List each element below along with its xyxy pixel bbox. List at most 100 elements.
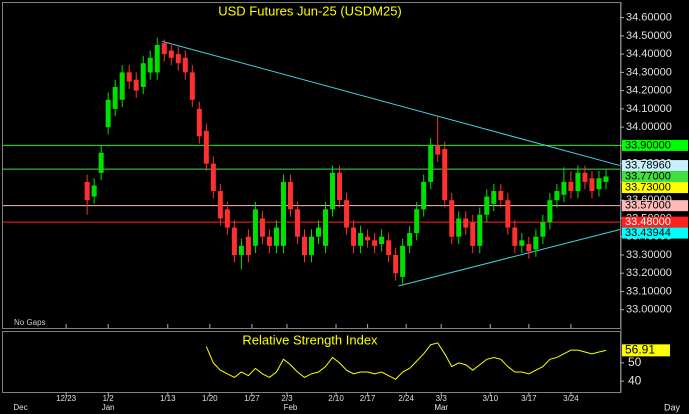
candle-body bbox=[498, 191, 504, 201]
candle-body bbox=[575, 172, 581, 192]
candle-body bbox=[154, 44, 160, 73]
level-label: 33.90000 bbox=[625, 139, 671, 151]
candle-body bbox=[582, 172, 588, 182]
candle-body bbox=[245, 236, 251, 255]
candle-body bbox=[238, 245, 244, 255]
level-label-box bbox=[622, 200, 688, 212]
candle-body bbox=[252, 209, 258, 246]
candle-body bbox=[470, 222, 476, 246]
candle-body bbox=[196, 108, 202, 137]
candle-body bbox=[372, 240, 378, 246]
level-label: 33.77000 bbox=[625, 170, 671, 182]
level-label: 33.73000 bbox=[625, 181, 671, 193]
candle-body bbox=[512, 227, 518, 246]
month-label: Feb bbox=[284, 403, 298, 412]
candle-body bbox=[491, 191, 497, 204]
y-tick-label: 33.10000 bbox=[626, 285, 672, 297]
rsi-last-label: 56.91 bbox=[625, 343, 655, 357]
chart-title: USD Futures Jun-25 (USDM25) bbox=[218, 3, 402, 18]
candle-body bbox=[259, 218, 265, 237]
level-label-box bbox=[622, 171, 688, 183]
candle-body bbox=[168, 50, 174, 58]
candle-body bbox=[175, 54, 181, 64]
candle-body bbox=[182, 57, 188, 73]
x-tick-label: 3/10 bbox=[483, 394, 499, 403]
level-label-box bbox=[622, 139, 688, 151]
candle-body bbox=[344, 200, 350, 228]
y-tick-label: 34.20000 bbox=[626, 85, 672, 97]
candle-body bbox=[140, 63, 146, 87]
candle-body bbox=[351, 227, 357, 246]
x-tick-label: 3/3 bbox=[436, 394, 448, 403]
candle-body bbox=[217, 191, 223, 219]
candle-body bbox=[105, 99, 111, 128]
level-label-box bbox=[622, 160, 688, 172]
x-tick-label: 1/27 bbox=[244, 394, 260, 403]
candle-body bbox=[119, 72, 125, 100]
y-tick-label: 33.30000 bbox=[626, 249, 672, 261]
candle-body bbox=[337, 172, 343, 201]
y-tick-label: 34.10000 bbox=[626, 103, 672, 115]
candle-body bbox=[309, 236, 314, 255]
candle-body bbox=[540, 222, 546, 237]
candle-body bbox=[161, 43, 167, 55]
level-label-box bbox=[622, 182, 688, 194]
candle-body bbox=[210, 163, 216, 192]
candle-body bbox=[484, 196, 490, 215]
candle-body bbox=[301, 236, 307, 255]
candle-body bbox=[428, 145, 434, 182]
level-label-box bbox=[622, 227, 688, 239]
month-label: Jan bbox=[102, 403, 115, 412]
x-tick-label: 12/23 bbox=[56, 394, 77, 403]
level-label: 33.57000 bbox=[625, 200, 671, 212]
candle-body bbox=[393, 254, 399, 274]
rsi-last-box bbox=[622, 344, 670, 357]
candle-body bbox=[224, 209, 230, 228]
candle-body bbox=[547, 200, 553, 223]
candle-body bbox=[589, 178, 595, 192]
candle-body bbox=[231, 227, 237, 255]
candle-body bbox=[407, 233, 413, 246]
candle-body bbox=[280, 181, 286, 246]
trendline bbox=[162, 40, 621, 167]
candle-body bbox=[294, 209, 300, 237]
candle-body bbox=[533, 236, 539, 250]
x-unit: Day bbox=[664, 402, 681, 412]
rsi-y-tick-label: 40 bbox=[628, 373, 642, 387]
candle-body bbox=[84, 181, 90, 201]
x-tick-label: 3/17 bbox=[521, 394, 537, 403]
candle-body bbox=[316, 227, 322, 237]
candle-body bbox=[442, 149, 448, 201]
level-label: 33.43944 bbox=[625, 227, 671, 239]
candle-body bbox=[147, 57, 153, 73]
candle-body bbox=[379, 236, 385, 245]
candle-body bbox=[456, 218, 462, 237]
candle-body bbox=[203, 130, 209, 164]
y-tick-label: 33.20000 bbox=[626, 267, 672, 279]
candle-body bbox=[421, 181, 427, 210]
candle-body bbox=[561, 181, 567, 195]
note: No Gaps bbox=[14, 318, 46, 327]
candle-body bbox=[463, 218, 469, 228]
candle-body bbox=[435, 145, 441, 155]
candle-body bbox=[330, 172, 336, 210]
rsi-y-tick-label: 50 bbox=[628, 355, 642, 369]
candle-body bbox=[126, 72, 132, 82]
candle-body bbox=[358, 233, 364, 246]
rsi-title: Relative Strength Index bbox=[242, 332, 378, 347]
candle-body bbox=[112, 86, 118, 109]
level-label-box bbox=[622, 216, 688, 228]
x-tick-label: 2/17 bbox=[360, 394, 376, 403]
candle-body bbox=[91, 185, 97, 197]
level-label: 33.78960 bbox=[625, 159, 671, 171]
candle-body bbox=[505, 200, 511, 228]
x-tick-label: 2/24 bbox=[398, 394, 414, 403]
trendline bbox=[398, 229, 621, 287]
x-tick-label: 1/2 bbox=[103, 394, 115, 403]
level-label: 33.48000 bbox=[625, 216, 671, 228]
candle-body bbox=[98, 152, 104, 173]
candle-body bbox=[568, 181, 574, 192]
candle-body bbox=[266, 236, 272, 246]
x-tick-label: 2/10 bbox=[328, 394, 344, 403]
